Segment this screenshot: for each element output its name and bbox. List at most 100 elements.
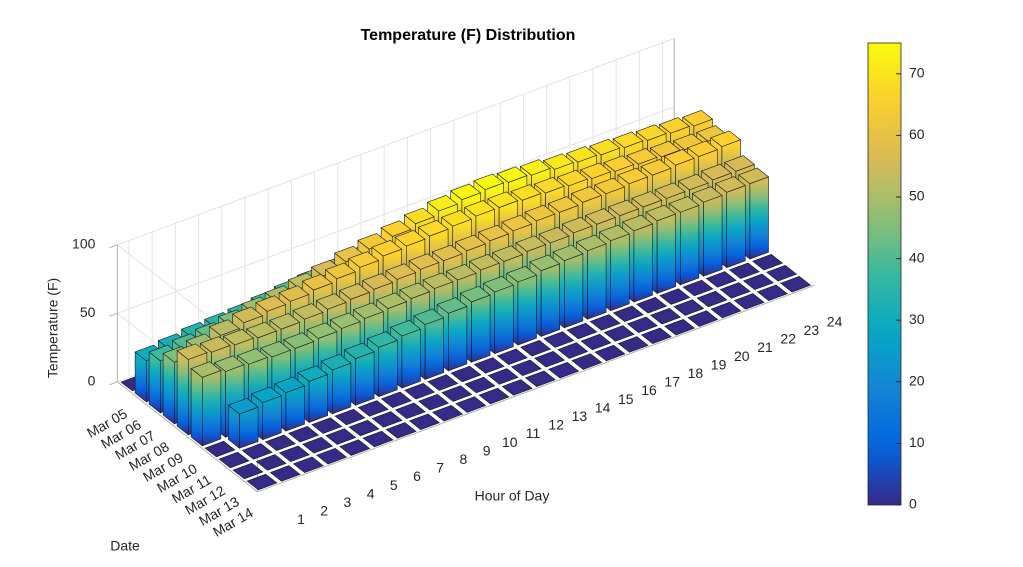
- bar-top-face: [534, 351, 566, 368]
- bar: [227, 397, 259, 449]
- bar-top-face: [520, 340, 552, 357]
- bar-top-face: [566, 146, 598, 163]
- bar-top-face: [339, 439, 371, 456]
- bar-top-face: [260, 341, 292, 358]
- bar-front-face: [564, 253, 584, 329]
- bar-front-face: [517, 274, 537, 346]
- bar-top-face: [612, 131, 644, 149]
- bars: [120, 109, 812, 491]
- bar-top-face: [756, 284, 788, 301]
- x-tick-label: 11: [526, 425, 541, 441]
- bar-top-face: [450, 183, 482, 200]
- axis-edge: [117, 381, 258, 493]
- bar-top-face: [408, 413, 440, 430]
- x-tick-label: 12: [548, 417, 564, 433]
- bar: [278, 445, 310, 462]
- bar: [571, 353, 603, 370]
- tick-mark: [109, 381, 118, 386]
- bar: [557, 342, 589, 359]
- bar-top-face: [649, 140, 681, 158]
- bar-top-face: [742, 273, 774, 290]
- bar-top-face: [710, 130, 742, 147]
- bar-top-face: [316, 448, 348, 465]
- bar-top-face: [492, 245, 524, 262]
- bar-top-face: [687, 310, 719, 327]
- bar: [687, 310, 719, 327]
- bar-top-face: [645, 204, 677, 222]
- bar-top-face: [320, 353, 352, 371]
- bar-top-face: [658, 117, 690, 134]
- bar-front-face: [726, 184, 746, 269]
- bar: [728, 262, 760, 279]
- bar: [589, 314, 621, 331]
- bar: [371, 411, 403, 428]
- bar: [218, 451, 250, 469]
- bar-top-face: [269, 465, 301, 482]
- bar: [464, 376, 496, 394]
- colorbar-tick-label: 70: [909, 65, 925, 81]
- bar-front-face: [610, 233, 630, 312]
- bar-top-face: [501, 214, 533, 232]
- labels: 0501001234567891011121314151617181920212…: [72, 236, 843, 540]
- bar-front-face: [355, 351, 375, 406]
- bar-top-face: [315, 293, 347, 310]
- x-tick-label: 20: [734, 348, 750, 364]
- grid-line: [117, 37, 675, 246]
- bar-top-face: [371, 240, 403, 257]
- bar-left-face: [148, 351, 161, 414]
- bar-top-face: [348, 251, 380, 268]
- bar: [316, 448, 348, 465]
- x-tick-label: 13: [572, 408, 588, 424]
- bar-top-face: [686, 140, 718, 157]
- bar-top-face: [752, 254, 784, 271]
- bar: [719, 282, 751, 299]
- bar-top-face: [329, 312, 361, 329]
- bar-top-face: [617, 336, 649, 353]
- bar-top-face: [705, 271, 737, 288]
- bar-top-face: [603, 155, 635, 172]
- bar-top-face: [297, 365, 329, 382]
- colorbar-tick-label: 20: [909, 373, 925, 389]
- bar: [288, 426, 320, 443]
- bar-top-face: [380, 391, 412, 408]
- colorbar-scale: [867, 42, 902, 506]
- bar-top-face: [580, 333, 612, 351]
- bar: [339, 439, 371, 456]
- bar-left-face: [190, 367, 203, 447]
- bar-top-face: [780, 276, 812, 293]
- bar-top-face: [464, 200, 496, 217]
- bar: [594, 344, 626, 362]
- bar-top-face: [292, 303, 324, 320]
- bar: [534, 351, 566, 368]
- bar-top-face: [515, 235, 547, 252]
- bar-front-face: [471, 294, 491, 363]
- x-tick-label: 23: [804, 322, 820, 338]
- bar-top-face: [696, 290, 728, 308]
- z-tick-label: 0: [88, 373, 96, 389]
- bar: [450, 365, 482, 383]
- bar-top-face: [496, 166, 528, 183]
- bar-top-face: [719, 282, 751, 299]
- bar-top-face: [222, 329, 254, 346]
- bar-top-face: [232, 306, 264, 324]
- x-tick-label: 22: [780, 331, 796, 347]
- bar-top-face: [468, 254, 500, 271]
- bar-top-face: [566, 322, 598, 340]
- bar-top-face: [557, 342, 589, 359]
- bar: [487, 368, 519, 385]
- bar-top-face: [663, 149, 695, 166]
- bar-front-face: [332, 362, 352, 415]
- x-tick-label: 15: [618, 391, 634, 407]
- bar-top-face: [478, 224, 510, 242]
- bar-top-face: [426, 194, 458, 212]
- bar-top-face: [487, 191, 519, 208]
- bar: [478, 387, 510, 405]
- bar: [190, 361, 222, 447]
- bar: [418, 394, 450, 411]
- bar: [626, 316, 658, 333]
- bar: [501, 379, 533, 396]
- bar-top-face: [455, 396, 487, 413]
- bar: [455, 396, 487, 413]
- bar-top-face: [478, 387, 510, 405]
- bar-top-face: [246, 321, 278, 339]
